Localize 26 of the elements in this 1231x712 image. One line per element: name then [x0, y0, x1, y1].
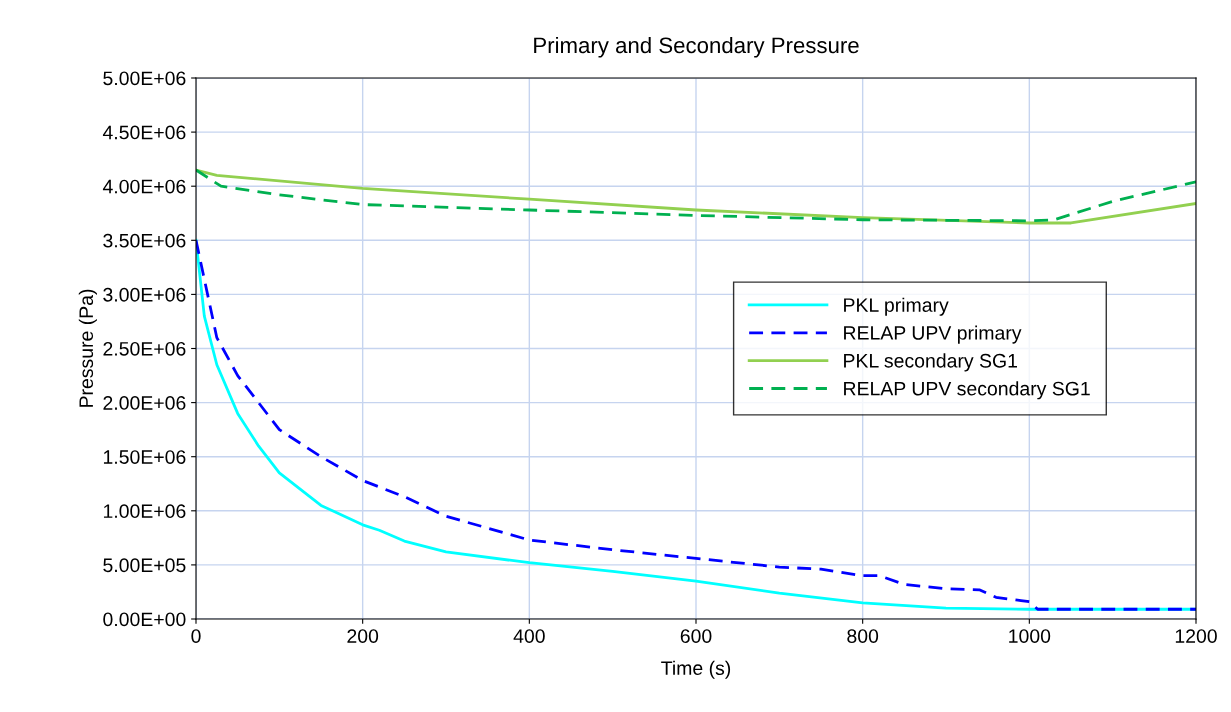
y-tick-label: 3.50E+06: [103, 233, 186, 248]
x-tick-label: 800: [847, 629, 879, 643]
legend-label: PKL primary: [844, 297, 949, 316]
y-tick-label: 4.00E+06: [102, 179, 186, 194]
y-tick-label: 5.00E+05: [103, 558, 186, 573]
line-series: [196, 238, 1196, 611]
y-tick-label: 0.00E+00: [103, 612, 186, 627]
y-axis-title: Pressure (Pa): [78, 289, 97, 407]
x-tick-label: 0: [191, 629, 201, 643]
y-tick-label: 4.50E+06: [102, 125, 186, 140]
x-tick-label: 1200: [1175, 629, 1217, 643]
x-tick-label: 600: [680, 629, 712, 643]
y-tick-label: 5.00E+06: [103, 71, 186, 86]
y-tick-label: 2.00E+06: [103, 396, 186, 410]
y-tick-label: 2.50E+06: [103, 341, 186, 356]
x-tick-label: 200: [347, 629, 379, 643]
legend-label: PKL secondary SG1: [844, 353, 1017, 372]
x-tick-label: 1000: [1009, 629, 1051, 643]
y-tick-label: 1.50E+06: [103, 450, 186, 464]
x-tick-label: 400: [513, 629, 545, 643]
y-tick-label: 3.00E+06: [103, 287, 186, 302]
y-tick-label: 1.00E+06: [103, 504, 186, 519]
legend-label: RELAP UPV secondary SG1: [844, 381, 1090, 400]
x-axis-title: Time (s): [661, 660, 731, 679]
legend-label: RELAP UPV primary: [844, 325, 1022, 344]
chart-title: Primary and Secondary Pressure: [534, 36, 859, 58]
